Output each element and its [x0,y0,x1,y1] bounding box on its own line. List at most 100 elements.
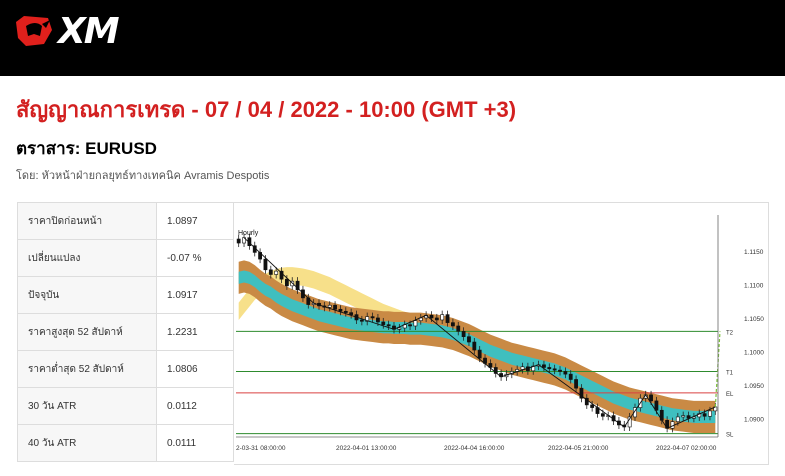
candle-body [263,258,268,271]
y-tick-label: 1.1000 [744,349,764,356]
stats-label: ปัจจุบัน [17,276,157,314]
candle-body [547,367,552,370]
stats-label: เปลี่ยนแปลง [17,239,157,277]
y-tick-label: 1.1050 [744,316,764,323]
candle-body [558,369,562,372]
bull-logo-icon [16,16,52,46]
price-chart-panel: T2 T1 EL SL 1.1150 1.1100 1.1050 1.1000 1.0950 1.… [234,202,769,465]
candle-body [338,308,343,312]
candle-body [408,324,412,327]
candle-body [370,316,375,319]
candle-body [456,325,461,332]
candle-body [381,321,386,325]
candle-body [327,304,332,308]
candle-body [633,407,637,418]
zigzag-line [243,237,716,429]
y-tick-label: 1.1100 [744,283,764,290]
stats-value: 1.0897 [156,202,234,240]
candle-body [397,327,402,330]
stats-value: 1.2231 [156,313,234,351]
candle-body [413,320,418,327]
candle-body [376,317,380,323]
x-tick-label: 2022-04-07 02:00:00 [656,445,717,452]
candle-body [563,371,568,375]
stats-label: ราคาต่ำสุด 52 สัปดาห์ [17,350,157,388]
candle-body [654,400,659,411]
top-header-bar: XM [0,0,785,76]
candle-body [472,341,477,351]
xm-logo[interactable]: XM [14,11,132,52]
candle-body [365,316,370,322]
stats-label: ราคาปิดก่อนหน้า [17,202,157,240]
stats-label: ราคาสูงสุด 52 สัปดาห์ [17,313,157,351]
level-label-t1: T1 [726,370,734,376]
candle-body [434,317,439,321]
candle-body [568,373,573,380]
candle-body [359,319,364,322]
stats-row: ราคาปิดก่อนหน้า 1.0897 [17,202,234,240]
candle-body [675,416,680,422]
candle-body [590,404,595,408]
candle-body [349,312,354,315]
candle-body [386,324,391,327]
y-tick-label: 1.0950 [744,383,764,390]
candle-body [467,336,471,343]
stats-value: 0.0112 [156,387,234,425]
x-tick-label: 2022-04-05 21:00:00 [548,445,609,452]
stats-value: 1.0806 [156,350,234,388]
stats-value: 1.0917 [156,276,234,314]
candle-body [542,364,546,368]
stats-row: 40 วัน ATR 0.0111 [17,424,234,462]
stats-value: -0.07 % [156,239,234,277]
stats-row: ปัจจุบัน 1.0917 [17,276,234,314]
candle-body [461,331,466,337]
candle-body [477,349,482,359]
candle-body [579,387,584,399]
candle-body [493,367,498,374]
y-tick-label: 1.1150 [744,249,764,256]
timeframe-label: Hourly [238,230,259,237]
stats-value: 0.0111 [156,424,234,462]
price-chart: T2 T1 EL SL 1.1150 1.1100 1.1050 1.1000 1.0950 1.… [236,215,764,452]
stats-row: เปลี่ยนแปลง -0.07 % [17,239,234,277]
candle-body [686,415,691,419]
teal-ma-band [238,270,716,423]
candle-body [520,366,525,370]
stats-table: ราคาปิดก่อนหน้า 1.0897 เปลี่ยนแปลง -0.07 %… [17,202,234,462]
x-tick-label: 2022-04-01 13:00:00 [336,445,397,452]
stats-row: ราคาต่ำสุด 52 สัปดาห์ 1.0806 [17,350,234,388]
page-title: สัญญาณการเทรด - 07 / 04 / 2022 - 10:00 (… [16,97,517,122]
candle-body [440,314,445,321]
candle-body [702,413,707,417]
candle-body [681,415,686,418]
candle-body [268,269,273,275]
y-tick-label: 1.0900 [744,416,764,423]
candle-body [343,310,348,313]
candle-body [236,238,241,244]
stats-label: 40 วัน ATR [17,424,157,462]
author-byline: โดย: หัวหน้าฝ่ายกลยุทธ์ทางเทคนิค Avramis… [16,170,270,182]
candle-body [284,278,289,287]
candle-body [584,397,589,406]
candle-body [274,270,279,275]
candle-body [279,270,284,280]
stats-row: 30 วัน ATR 0.0112 [17,387,234,425]
candle-body [649,394,653,402]
candle-body [295,280,300,291]
instrument-heading: ตราสาร: EURUSD [16,139,157,158]
level-label-el: EL [726,392,734,398]
candle-body [333,304,337,310]
brand-wordmark: XM [58,11,120,52]
candle-body [600,413,605,417]
candle-body [451,322,455,327]
x-tick-label: 2-03-31 08:00:00 [236,445,286,452]
candle-body [552,368,557,371]
stats-row: ราคาสูงสุด 52 สัปดาห์ 1.2231 [17,313,234,351]
level-label-t2: T2 [726,330,734,336]
candle-body [445,314,450,323]
candle-body [708,410,712,417]
level-label-sl: SL [726,433,734,439]
candle-body [429,314,434,319]
candle-body [301,289,305,299]
candle-body [574,379,578,389]
